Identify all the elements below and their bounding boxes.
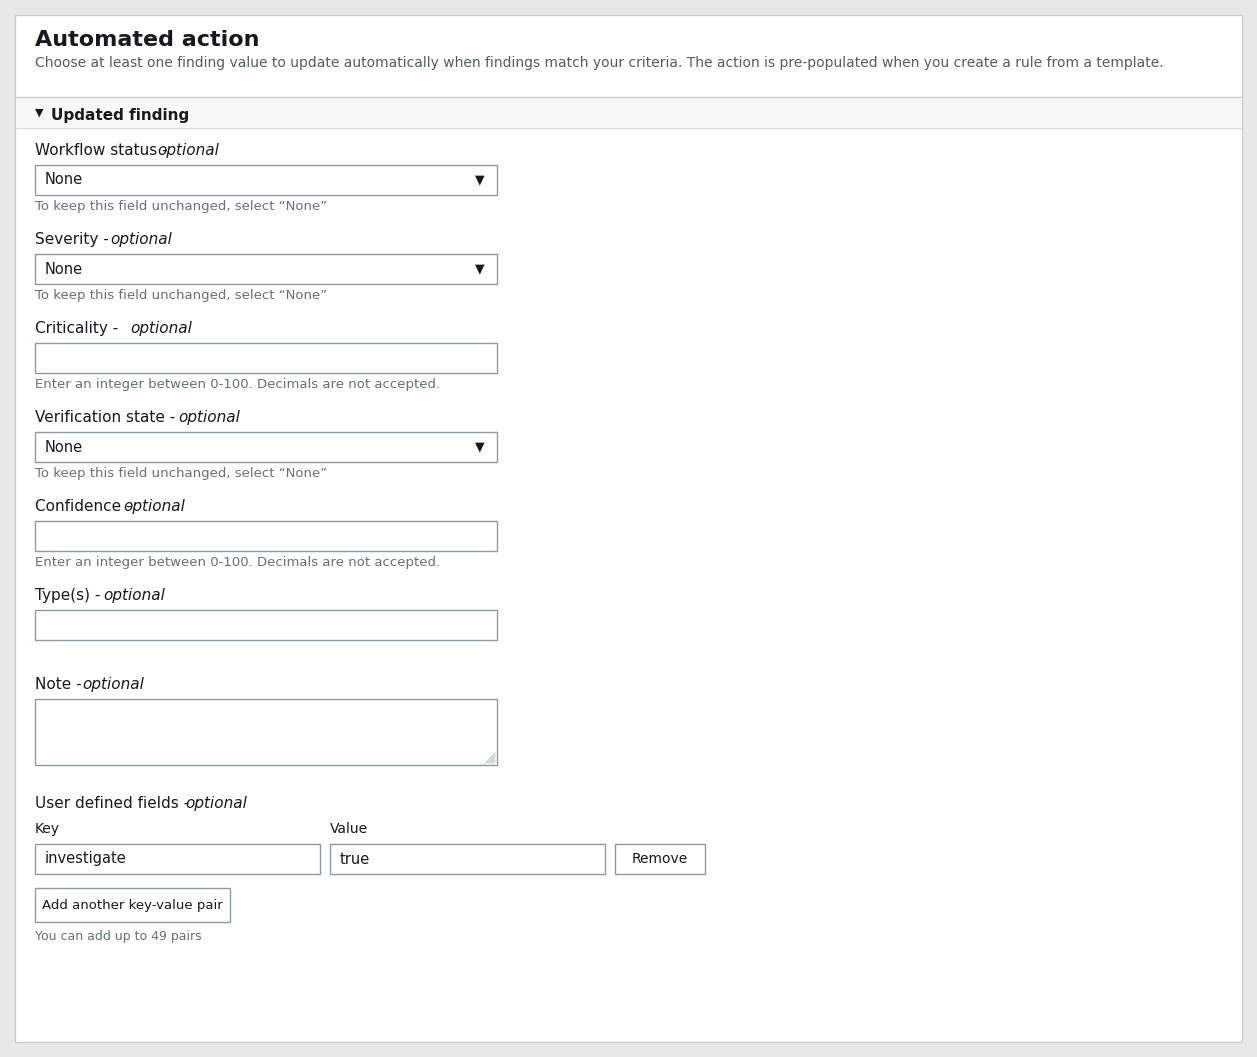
Text: None: None: [45, 172, 83, 187]
Text: ▼: ▼: [475, 441, 485, 453]
Text: Enter an integer between 0-100. Decimals are not accepted.: Enter an integer between 0-100. Decimals…: [35, 378, 440, 391]
Text: None: None: [45, 261, 83, 277]
Text: Severity -: Severity -: [35, 231, 113, 247]
Text: Key: Key: [35, 822, 60, 836]
Text: optional: optional: [83, 676, 145, 692]
Text: optional: optional: [185, 796, 246, 811]
Text: Choose at least one finding value to update automatically when findings match yo: Choose at least one finding value to upd…: [35, 56, 1164, 70]
FancyBboxPatch shape: [35, 165, 497, 194]
FancyBboxPatch shape: [35, 699, 497, 765]
Text: To keep this field unchanged, select “None”: To keep this field unchanged, select “No…: [35, 200, 327, 214]
Text: Updated finding: Updated finding: [52, 108, 190, 123]
Text: Note -: Note -: [35, 676, 87, 692]
Text: Workflow status -: Workflow status -: [35, 143, 172, 157]
Text: To keep this field unchanged, select “None”: To keep this field unchanged, select “No…: [35, 289, 327, 302]
Text: User defined fields -: User defined fields -: [35, 796, 194, 811]
FancyBboxPatch shape: [16, 98, 1241, 130]
Text: optional: optional: [131, 321, 192, 336]
Text: true: true: [339, 852, 371, 867]
FancyBboxPatch shape: [35, 254, 497, 284]
Text: ▼: ▼: [475, 262, 485, 276]
Text: investigate: investigate: [45, 852, 127, 867]
Text: Remove: Remove: [632, 852, 688, 866]
Text: To keep this field unchanged, select “None”: To keep this field unchanged, select “No…: [35, 467, 327, 480]
FancyBboxPatch shape: [615, 843, 705, 874]
Text: optional: optional: [103, 588, 165, 602]
FancyBboxPatch shape: [35, 521, 497, 551]
Text: None: None: [45, 440, 83, 455]
Text: optional: optional: [123, 499, 186, 514]
Text: Confidence -: Confidence -: [35, 499, 136, 514]
Text: Type(s) -: Type(s) -: [35, 588, 106, 602]
FancyBboxPatch shape: [35, 610, 497, 639]
FancyBboxPatch shape: [35, 344, 497, 373]
Text: optional: optional: [111, 231, 172, 247]
FancyBboxPatch shape: [35, 432, 497, 462]
Text: You can add up to 49 pairs: You can add up to 49 pairs: [35, 930, 201, 943]
FancyBboxPatch shape: [35, 843, 321, 874]
Text: optional: optional: [158, 143, 220, 157]
Text: ▼: ▼: [475, 173, 485, 186]
FancyBboxPatch shape: [331, 843, 605, 874]
Text: Enter an integer between 0-100. Decimals are not accepted.: Enter an integer between 0-100. Decimals…: [35, 556, 440, 569]
Text: Automated action: Automated action: [35, 30, 259, 50]
FancyBboxPatch shape: [15, 15, 1242, 1042]
Text: optional: optional: [178, 410, 240, 425]
Text: ▼: ▼: [35, 108, 44, 118]
Text: Add another key-value pair: Add another key-value pair: [43, 898, 222, 911]
Text: Verification state -: Verification state -: [35, 410, 180, 425]
Text: Value: Value: [331, 822, 368, 836]
Text: Criticality -: Criticality -: [35, 321, 123, 336]
FancyBboxPatch shape: [35, 888, 230, 922]
